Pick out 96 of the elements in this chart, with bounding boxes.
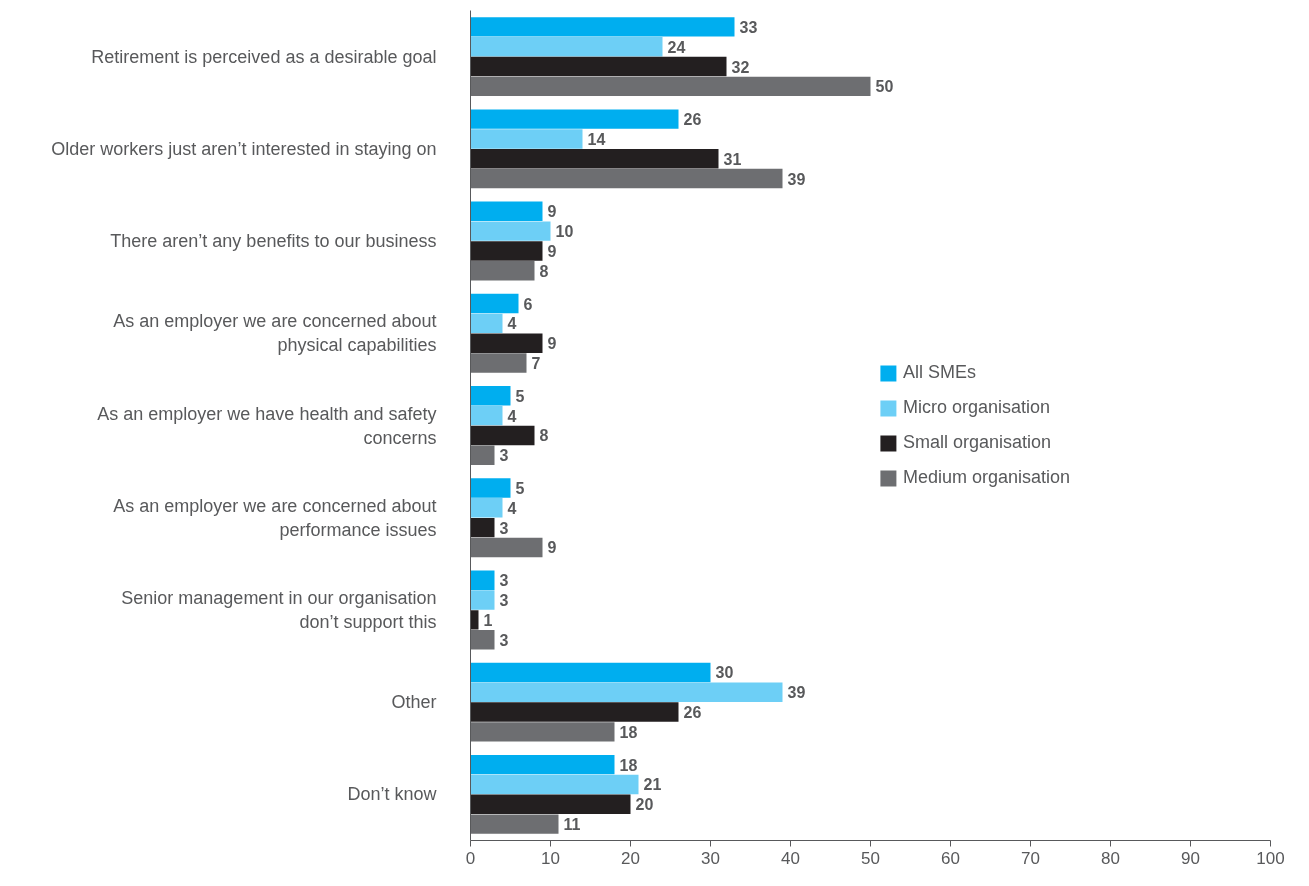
data-label: 8: [539, 262, 549, 280]
data-label: 33: [739, 18, 758, 36]
bar: [470, 498, 503, 518]
data-label: 39: [787, 170, 806, 188]
y-tick-label: As an employer we are concerned about performance issues: [113, 495, 437, 540]
bar: [470, 570, 495, 590]
data-label: 4: [507, 407, 517, 425]
bar: [470, 814, 559, 834]
x-tick-label: 30: [701, 848, 720, 868]
bar: [470, 313, 503, 334]
bar: [470, 17, 735, 37]
bar: [470, 702, 679, 722]
data-label: 3: [499, 631, 509, 649]
data-label: 26: [683, 111, 702, 129]
bar: [470, 201, 543, 222]
data-label: 3: [499, 447, 509, 465]
data-label: 30: [715, 664, 734, 682]
bar: [470, 754, 615, 775]
legend-label: Medium organisation: [902, 467, 1070, 488]
bar: [470, 774, 639, 795]
y-tick-label: There aren’t any benefits to our business: [110, 231, 437, 252]
y-tick-label: As an employer we have health and safety concerns: [97, 403, 437, 448]
legend-label: All SMEs: [902, 362, 976, 383]
y-tick-label: As an employer we are concerned about physical capabilities: [113, 311, 437, 356]
data-label: 1: [483, 611, 493, 629]
bar: [470, 149, 719, 169]
bar: [470, 386, 511, 406]
x-tick-label: 60: [941, 848, 960, 868]
bar: [470, 168, 783, 189]
bar: [470, 261, 535, 281]
x-tick-label: 100: [1256, 848, 1285, 868]
data-label: 24: [667, 38, 686, 56]
data-label: 9: [547, 335, 557, 353]
data-label: 32: [731, 58, 750, 76]
y-tick-label: Other: [391, 692, 437, 713]
legend-label: Micro organisation: [902, 397, 1050, 418]
x-tick-label: 50: [861, 848, 880, 868]
bar: [470, 517, 495, 538]
data-label: 18: [619, 723, 638, 741]
bar: [470, 36, 663, 57]
bar: [470, 56, 727, 77]
data-label: 9: [547, 539, 557, 557]
data-label: 7: [531, 355, 541, 373]
bar: [470, 76, 871, 97]
bar: [470, 537, 543, 558]
data-label: 39: [787, 684, 806, 702]
data-label: 18: [619, 756, 638, 774]
data-label: 50: [875, 78, 894, 96]
data-label: 5: [515, 479, 525, 497]
bar: [470, 662, 711, 683]
bar: [470, 445, 495, 465]
bar: [470, 590, 495, 610]
data-label: 6: [523, 295, 533, 313]
data-label: 3: [499, 572, 509, 590]
bar: [470, 722, 615, 742]
bar: [470, 629, 495, 650]
data-label: 4: [507, 315, 517, 333]
bar: [470, 405, 503, 426]
bar: [470, 221, 551, 241]
data-label: 11: [563, 816, 581, 834]
bar: [470, 333, 543, 353]
bar: [470, 478, 511, 498]
bar: [470, 129, 583, 149]
data-label: 10: [555, 223, 574, 241]
bar: [470, 293, 519, 314]
data-label: 5: [515, 387, 525, 405]
legend-label: Small organisation: [902, 432, 1051, 453]
data-label: 3: [499, 592, 509, 610]
x-tick-label: 70: [1021, 848, 1040, 868]
bar: [470, 425, 535, 446]
data-label: 20: [635, 796, 654, 814]
data-label: 3: [499, 519, 509, 537]
bar: [470, 610, 479, 630]
bar: [470, 682, 783, 702]
x-tick-label: 0: [465, 848, 476, 868]
y-tick-label: Retirement is perceived as a desirable goal: [91, 46, 437, 67]
y-tick-label: Senior management in our organisation don’t support this: [121, 587, 437, 632]
x-tick-label: 40: [781, 848, 800, 868]
x-tick-label: 80: [1101, 848, 1120, 868]
y-tick-label: Older workers just aren’t interested in staying on: [51, 138, 437, 159]
data-label: 4: [507, 499, 517, 517]
y-tick-label: Don’t know: [347, 784, 438, 805]
bar: [470, 794, 631, 815]
data-label: 8: [539, 427, 549, 445]
x-tick-label: 90: [1181, 848, 1200, 868]
bar: [470, 353, 527, 373]
data-label: 9: [547, 242, 557, 260]
data-label: 26: [683, 704, 702, 722]
data-label: 9: [547, 203, 557, 221]
x-tick-label: 20: [621, 848, 640, 868]
data-label: 31: [723, 150, 742, 168]
bar: [470, 109, 679, 129]
bar: [470, 241, 543, 261]
x-tick-label: 10: [541, 848, 560, 868]
data-label: 21: [643, 776, 662, 794]
data-label: 14: [587, 130, 606, 148]
